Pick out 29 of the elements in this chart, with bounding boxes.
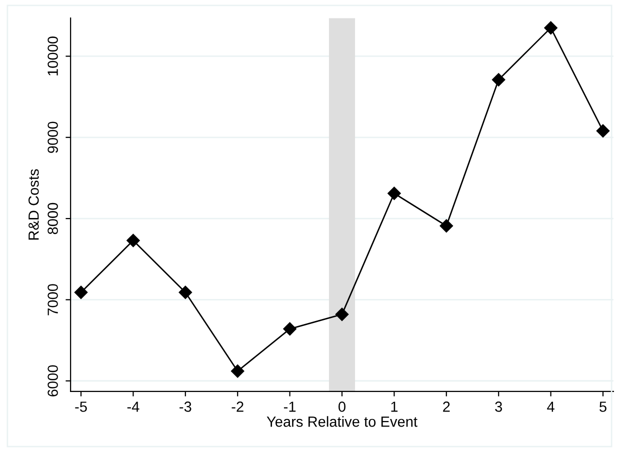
point <box>440 219 453 232</box>
point <box>283 322 296 336</box>
x-tick-label: -3 <box>180 402 192 412</box>
point <box>335 308 349 321</box>
y-tick-label: 7000 <box>48 284 58 316</box>
y-tick-label: 9000 <box>48 122 58 153</box>
x-tick-label: -4 <box>127 402 140 412</box>
x-tick-label: -2 <box>232 402 244 412</box>
x-tick-label: 4 <box>547 402 554 412</box>
x-tick-label: -1 <box>284 402 296 412</box>
x-tick-label: 3 <box>495 402 502 412</box>
x-tick-label: -5 <box>75 402 87 412</box>
y-tick-label: 6000 <box>48 365 58 396</box>
point <box>596 124 610 138</box>
x-tick-label: 0 <box>338 402 346 412</box>
point <box>178 286 192 299</box>
point <box>544 21 558 34</box>
y-tick-label: 8000 <box>48 202 58 234</box>
point <box>388 186 401 200</box>
x-tick-label: 1 <box>391 402 398 412</box>
point <box>126 234 140 248</box>
point <box>231 364 244 378</box>
y-tick-label: 10000 <box>48 36 58 76</box>
x-axis-title: Years Relative to Event <box>266 416 418 427</box>
x-tick-label: 2 <box>443 402 450 412</box>
point <box>74 286 88 299</box>
point <box>492 73 506 86</box>
y-axis-title: R&D Costs <box>28 169 39 240</box>
x-tick-label: 5 <box>600 402 606 412</box>
